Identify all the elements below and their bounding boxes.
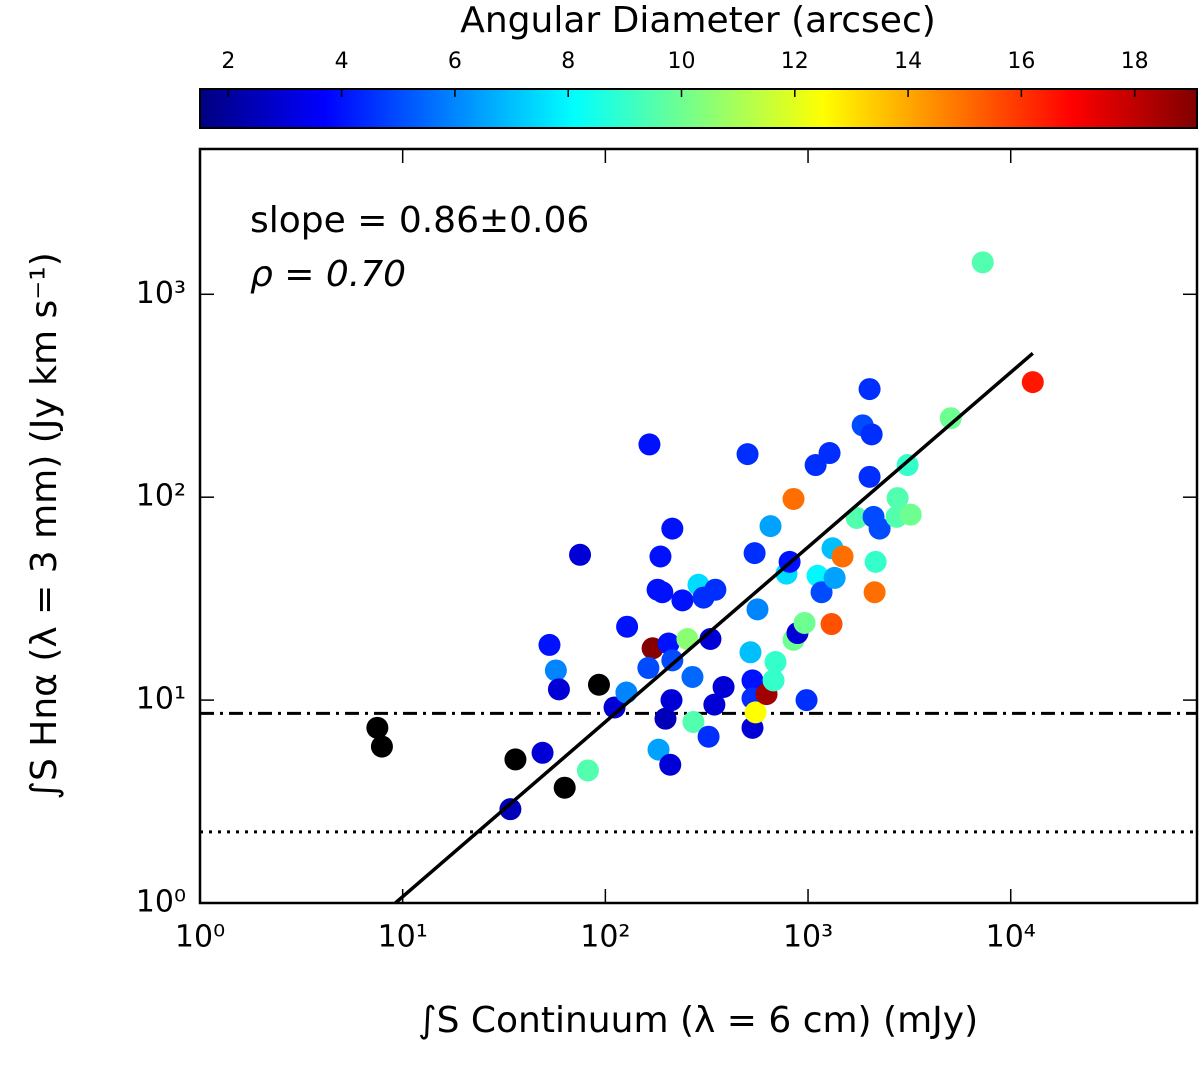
data-point: [569, 543, 592, 566]
colorbar-tick-label: 14: [894, 49, 922, 74]
data-point: [1021, 371, 1044, 394]
data-point: [739, 641, 762, 664]
data-point: [671, 589, 694, 612]
colorbar-tick-label: 18: [1121, 49, 1149, 74]
data-point: [886, 487, 909, 510]
colorbar-tick-label: 16: [1007, 49, 1035, 74]
colorbar-tick-label: 6: [448, 49, 462, 74]
data-point: [697, 725, 720, 748]
annotation: ρ = 0.70: [250, 254, 406, 295]
data-point: [939, 407, 962, 430]
data-point: [699, 628, 722, 651]
y-tick-label: 10³: [136, 276, 186, 311]
data-point: [868, 517, 891, 540]
data-point: [603, 696, 626, 719]
y-tick-label: 10²: [136, 479, 186, 514]
colorbar-tick-label: 2: [221, 49, 235, 74]
annotation: slope = 0.86±0.06: [250, 200, 589, 241]
data-point: [762, 669, 785, 692]
x-tick-label: 10⁴: [986, 920, 1036, 955]
colorbar: [199, 88, 1198, 129]
data-point: [736, 443, 759, 466]
colorbar-tick-label: 12: [781, 49, 809, 74]
x-tick-label: 10²: [580, 920, 630, 955]
data-point: [587, 673, 610, 696]
data-point: [654, 707, 677, 730]
data-point: [782, 487, 805, 510]
data-point: [818, 442, 841, 465]
data-point: [661, 517, 684, 540]
data-point: [746, 598, 769, 621]
data-point: [659, 753, 682, 776]
data-point: [743, 542, 766, 565]
y-axis-label: ∫S Hnα (λ = 3 mm) (Jy km s⁻¹): [24, 252, 65, 800]
data-point: [712, 676, 735, 699]
data-point: [661, 649, 684, 672]
data-point: [651, 581, 674, 604]
fit-line: [394, 351, 1034, 905]
data-point: [660, 689, 683, 712]
data-point: [544, 659, 567, 682]
data-point: [831, 545, 854, 568]
data-point: [764, 651, 787, 674]
data-point: [682, 710, 705, 733]
data-point: [499, 798, 522, 821]
data-point: [896, 454, 919, 477]
data-point: [793, 611, 816, 634]
data-point: [741, 669, 764, 692]
data-point: [759, 515, 782, 538]
data-point: [863, 581, 886, 604]
data-point: [615, 681, 638, 704]
data-point: [681, 665, 704, 688]
data-point: [845, 506, 868, 529]
data-point: [504, 748, 527, 771]
data-point: [657, 632, 680, 655]
x-tick-label: 10¹: [378, 920, 428, 955]
data-point: [858, 378, 881, 401]
x-axis-label: ∫S Continuum (λ = 6 cm) (mJy): [418, 1000, 978, 1041]
data-point: [616, 615, 639, 638]
colorbar-tick-label: 8: [561, 49, 575, 74]
data-point: [647, 738, 670, 761]
data-point: [638, 433, 661, 456]
data-point: [538, 633, 561, 656]
data-point: [858, 465, 881, 488]
data-point: [899, 503, 922, 526]
data-point: [370, 735, 393, 758]
data-point: [820, 613, 843, 636]
data-point: [795, 689, 818, 712]
data-point: [744, 701, 767, 724]
y-tick-label: 10¹: [136, 682, 186, 717]
data-point: [531, 741, 554, 764]
data-point: [823, 566, 846, 589]
data-point: [810, 581, 833, 604]
colorbar-title: Angular Diameter (arcsec): [460, 0, 936, 41]
data-point: [637, 656, 660, 679]
data-point: [704, 578, 727, 601]
data-point: [553, 776, 576, 799]
data-point: [366, 716, 389, 739]
data-point: [971, 251, 994, 274]
data-point: [547, 678, 570, 701]
data-point: [576, 759, 599, 782]
data-point: [860, 423, 883, 446]
colorbar-tick-label: 10: [668, 49, 696, 74]
data-point: [703, 693, 726, 716]
plot-frame: [198, 147, 1199, 905]
x-tick-label: 10⁰: [175, 920, 225, 955]
data-point: [649, 545, 672, 568]
colorbar-tick-label: 4: [335, 49, 349, 74]
data-point: [806, 564, 829, 587]
x-tick-label: 10³: [783, 920, 833, 955]
y-tick-label: 10⁰: [136, 885, 186, 920]
data-point: [864, 550, 887, 573]
